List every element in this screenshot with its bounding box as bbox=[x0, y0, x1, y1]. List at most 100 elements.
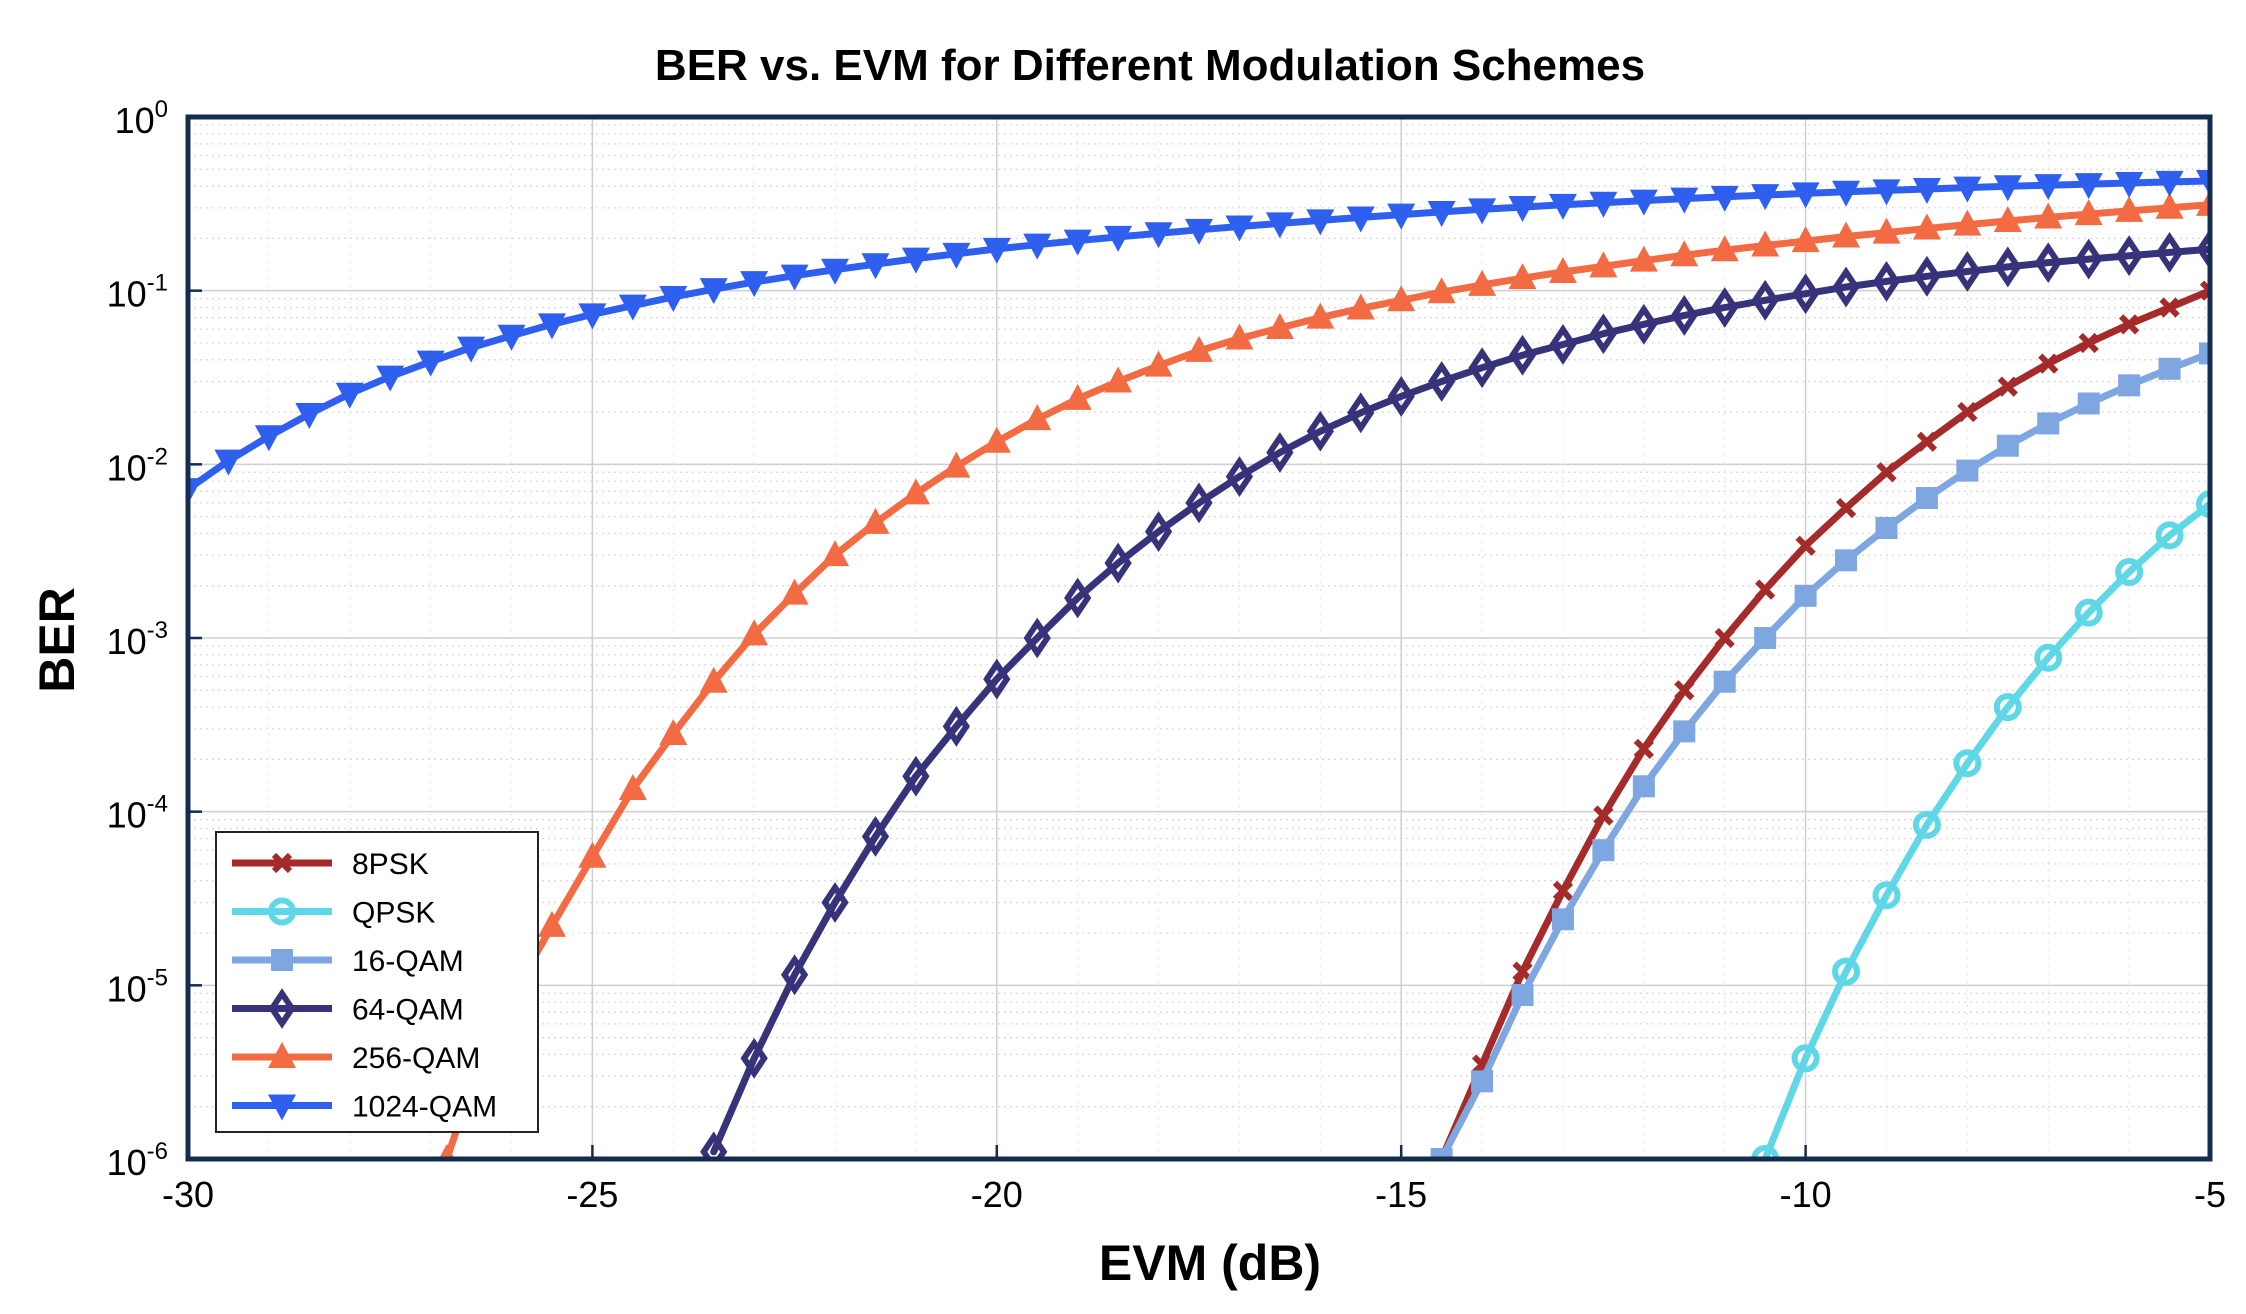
data-point-1024-qam bbox=[780, 264, 809, 291]
data-point-8psk bbox=[1714, 627, 1735, 649]
data-point-1024-qam bbox=[376, 365, 405, 392]
data-point-1024-qam bbox=[1508, 196, 1537, 223]
data-point-1024-qam bbox=[861, 253, 890, 280]
data-point-256-qam bbox=[1993, 205, 2022, 232]
data-point-qpsk bbox=[1791, 1044, 1820, 1073]
data-point-64-qam bbox=[1872, 261, 1901, 302]
legend-label-64-qam: 64-QAM bbox=[352, 994, 464, 1027]
data-point-256-qam bbox=[1589, 251, 1618, 278]
data-point-256-qam bbox=[1912, 213, 1941, 240]
data-point-1024-qam bbox=[1791, 182, 1820, 209]
data-point-qpsk bbox=[1872, 881, 1901, 910]
data-point-1024-qam bbox=[1023, 233, 1052, 260]
data-point-16-qam bbox=[1632, 775, 1655, 798]
data-point-16-qam bbox=[1996, 434, 2019, 457]
data-point-256-qam bbox=[942, 451, 971, 478]
y-tick-exponent: -6 bbox=[147, 1138, 168, 1165]
data-point-1024-qam bbox=[821, 258, 850, 285]
data-point-256-qam bbox=[1225, 323, 1254, 350]
y-tick-label: 10-1 bbox=[107, 270, 168, 315]
data-point-1024-qam bbox=[1993, 175, 2022, 202]
data-point-1024-qam bbox=[1629, 189, 1658, 216]
legend-marker-16-qam bbox=[271, 949, 293, 971]
data-point-16-qam bbox=[1511, 983, 1534, 1006]
data-point-1024-qam bbox=[942, 242, 971, 269]
data-point-8psk bbox=[2118, 314, 2140, 335]
data-point-16-qam bbox=[2037, 412, 2060, 435]
y-tick-exponent: -3 bbox=[147, 617, 168, 644]
legend-item-1024-qam: 1024-QAM bbox=[232, 1091, 497, 1124]
y-tick-exponent: -4 bbox=[147, 791, 168, 818]
series-64-qam bbox=[700, 228, 2210, 1159]
data-point-256-qam bbox=[1144, 350, 1173, 377]
data-point-16-qam bbox=[1794, 584, 1817, 607]
y-tick-label: 10-6 bbox=[107, 1138, 168, 1183]
data-point-1024-qam bbox=[188, 478, 202, 505]
y-tick-base: 10 bbox=[107, 968, 147, 1009]
data-point-256-qam bbox=[1306, 302, 1335, 329]
y-tick-exponent: -5 bbox=[147, 964, 168, 991]
data-point-1024-qam bbox=[1063, 229, 1092, 256]
y-tick-base: 10 bbox=[115, 100, 155, 141]
data-point-16-qam bbox=[1551, 908, 1574, 931]
legend-marker-qpsk bbox=[268, 897, 296, 926]
data-point-64-qam bbox=[2196, 228, 2210, 270]
data-point-256-qam bbox=[1629, 245, 1658, 272]
data-point-1024-qam bbox=[295, 402, 324, 429]
data-point-64-qam bbox=[1508, 334, 1537, 376]
y-tick-label: 10-4 bbox=[107, 791, 168, 836]
data-point-1024-qam bbox=[254, 425, 283, 452]
data-point-8psk bbox=[1795, 535, 1816, 556]
data-point-1024-qam bbox=[1751, 184, 1780, 211]
data-point-1024-qam bbox=[1953, 176, 1982, 203]
data-point-qpsk bbox=[1953, 749, 1982, 778]
data-point-256-qam bbox=[1023, 404, 1052, 431]
legend-label-256-qam: 256-QAM bbox=[352, 1042, 480, 1075]
legend-item-16-qam: 16-QAM bbox=[232, 945, 464, 978]
data-point-256-qam bbox=[537, 910, 566, 937]
data-point-8psk bbox=[1552, 880, 1574, 901]
data-point-256-qam bbox=[740, 619, 769, 646]
series-256-qam bbox=[438, 189, 2210, 1159]
data-point-8psk bbox=[1674, 680, 1695, 701]
data-point-1024-qam bbox=[2155, 170, 2184, 197]
data-point-256-qam bbox=[1427, 277, 1456, 304]
data-point-256-qam bbox=[618, 774, 647, 801]
data-point-256-qam bbox=[1185, 335, 1213, 362]
data-point-1024-qam bbox=[1306, 209, 1335, 236]
y-tick-exponent: -1 bbox=[147, 270, 168, 297]
data-point-1024-qam bbox=[497, 324, 526, 351]
data-point-256-qam bbox=[1751, 230, 1780, 257]
data-point-64-qam bbox=[1064, 577, 1092, 619]
data-point-16-qam bbox=[2199, 342, 2210, 365]
data-point-256-qam bbox=[1346, 293, 1375, 320]
chart-title: BER vs. EVM for Different Modulation Sch… bbox=[655, 41, 1645, 90]
data-point-16-qam bbox=[2077, 392, 2100, 415]
data-point-1024-qam bbox=[1832, 180, 1861, 207]
data-point-256-qam bbox=[699, 666, 728, 693]
series-1024-qam bbox=[188, 170, 2210, 505]
data-point-64-qam bbox=[1104, 542, 1132, 584]
data-point-qpsk bbox=[1751, 1145, 1780, 1159]
data-point-1024-qam bbox=[1670, 187, 1699, 214]
x-axis-label: EVM (dB) bbox=[1099, 1235, 1321, 1291]
x-tick-label: -30 bbox=[162, 1174, 214, 1215]
data-point-8psk bbox=[2038, 353, 2059, 374]
data-point-1024-qam bbox=[618, 294, 647, 321]
data-point-256-qam bbox=[2196, 189, 2210, 216]
data-point-256-qam bbox=[2074, 199, 2103, 226]
data-point-256-qam bbox=[1104, 366, 1133, 393]
data-point-64-qam bbox=[983, 658, 1011, 700]
data-point-8psk bbox=[2199, 280, 2210, 301]
data-point-64-qam bbox=[861, 816, 890, 857]
data-point-256-qam bbox=[438, 1144, 455, 1159]
data-point-64-qam bbox=[1751, 279, 1779, 321]
legend-box bbox=[215, 831, 539, 1133]
data-point-8psk bbox=[2078, 332, 2099, 354]
data-point-16-qam bbox=[1875, 516, 1898, 539]
data-point-64-qam bbox=[1185, 482, 1213, 524]
data-point-16-qam bbox=[1673, 720, 1696, 743]
data-point-64-qam bbox=[700, 1131, 728, 1159]
data-point-256-qam bbox=[1710, 235, 1739, 262]
